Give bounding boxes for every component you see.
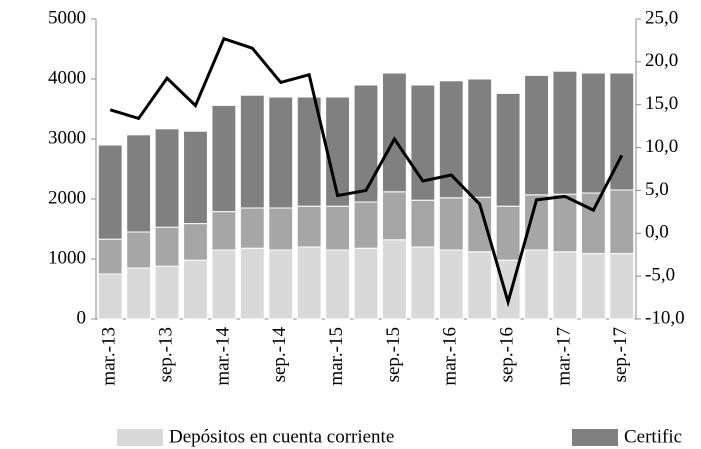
bar-segment [239, 247, 265, 320]
bar-segment [183, 130, 208, 225]
bar-segment [97, 144, 123, 240]
x-tick-label: mar.-14 [212, 327, 233, 386]
bar-segment [467, 78, 493, 198]
bar-segment [239, 207, 265, 249]
bar-segment [211, 211, 237, 251]
y2-tick-label: 25,0 [645, 7, 678, 28]
bar-segment [154, 128, 180, 228]
bar-segment [296, 205, 322, 248]
bar-segment [552, 70, 578, 195]
bar-segment [609, 253, 635, 320]
bar-segment [183, 223, 208, 261]
bar-segment [580, 72, 606, 194]
x-tick-label: sep.-16 [496, 327, 517, 382]
bar-segment [126, 231, 152, 269]
x-tick-label: sep.-14 [269, 327, 290, 383]
bar-segment [495, 92, 521, 207]
bar-segment [296, 96, 322, 207]
legend-swatch [117, 429, 163, 446]
bar-segment [97, 238, 123, 275]
bar-segment [580, 192, 606, 255]
bar-segment [325, 205, 351, 251]
line [109, 36, 624, 308]
bar-segment [381, 72, 407, 193]
bar-segment [381, 239, 407, 320]
bar-segment [154, 265, 180, 320]
bar-segment [580, 253, 606, 320]
bar-segment [410, 199, 436, 248]
bar-segment [524, 249, 549, 320]
y2-tick-label: 10,0 [645, 136, 678, 157]
bar-segment [325, 96, 351, 207]
bar-segment [609, 72, 635, 191]
bar-segment [353, 84, 379, 203]
legend-label: Depósitos en cuenta corriente [169, 426, 394, 447]
y-tick-label: 5000 [48, 7, 86, 28]
x-tick-label: mar.-17 [553, 327, 574, 386]
x-tick-label: mar.-16 [440, 327, 461, 386]
bar-segment [438, 249, 464, 320]
y2-tick-label: 20,0 [645, 50, 678, 71]
bar-segment [467, 251, 493, 320]
bar-segment [325, 249, 351, 320]
y-tick-label: 4000 [48, 67, 86, 88]
x-tick-label: sep.-15 [383, 327, 404, 382]
y2-tick-label: 15,0 [645, 93, 678, 114]
x-tick-label: sep.-17 [610, 327, 631, 382]
bar-segment [126, 134, 152, 233]
bar-segment [353, 247, 379, 320]
bar-segment [552, 193, 578, 253]
bar-segment [524, 74, 549, 196]
bar-segment [211, 249, 237, 320]
bar-segment [353, 201, 379, 249]
legend-label: Certific [624, 426, 682, 447]
bar-segment [211, 104, 237, 213]
bar-segment [126, 267, 152, 320]
bar-segment [268, 249, 294, 320]
bar-segment [97, 273, 123, 320]
bar-segment [438, 80, 464, 199]
bar-segment [438, 197, 464, 251]
bar-segment [609, 189, 635, 255]
y-tick-label: 2000 [48, 187, 86, 208]
y2-tick-label: -5,0 [645, 265, 675, 286]
bar-segment [183, 259, 208, 320]
bar-segment [381, 191, 407, 241]
bar-segment [154, 226, 180, 267]
y-tick-label: 1000 [48, 247, 86, 268]
bar-segment [410, 246, 436, 320]
bar-segment [296, 246, 322, 320]
bar-segment [268, 96, 294, 209]
y2-tick-label: 5,0 [645, 179, 669, 200]
bar-segment [552, 251, 578, 320]
y-tick-label: 0 [77, 307, 87, 328]
x-tick-label: mar.-13 [99, 327, 120, 386]
y2-tick-label: -10,0 [645, 307, 685, 328]
y2-tick-label: 0,0 [645, 222, 669, 243]
x-tick-label: mar.-15 [326, 327, 347, 386]
bar-segment [495, 205, 521, 261]
x-tick-label: sep.-13 [155, 327, 176, 382]
legend-swatch [572, 429, 618, 446]
bar-segment [410, 84, 436, 201]
y-tick-label: 3000 [48, 127, 86, 148]
bar-segment [239, 94, 265, 209]
bar-segment [268, 207, 294, 251]
